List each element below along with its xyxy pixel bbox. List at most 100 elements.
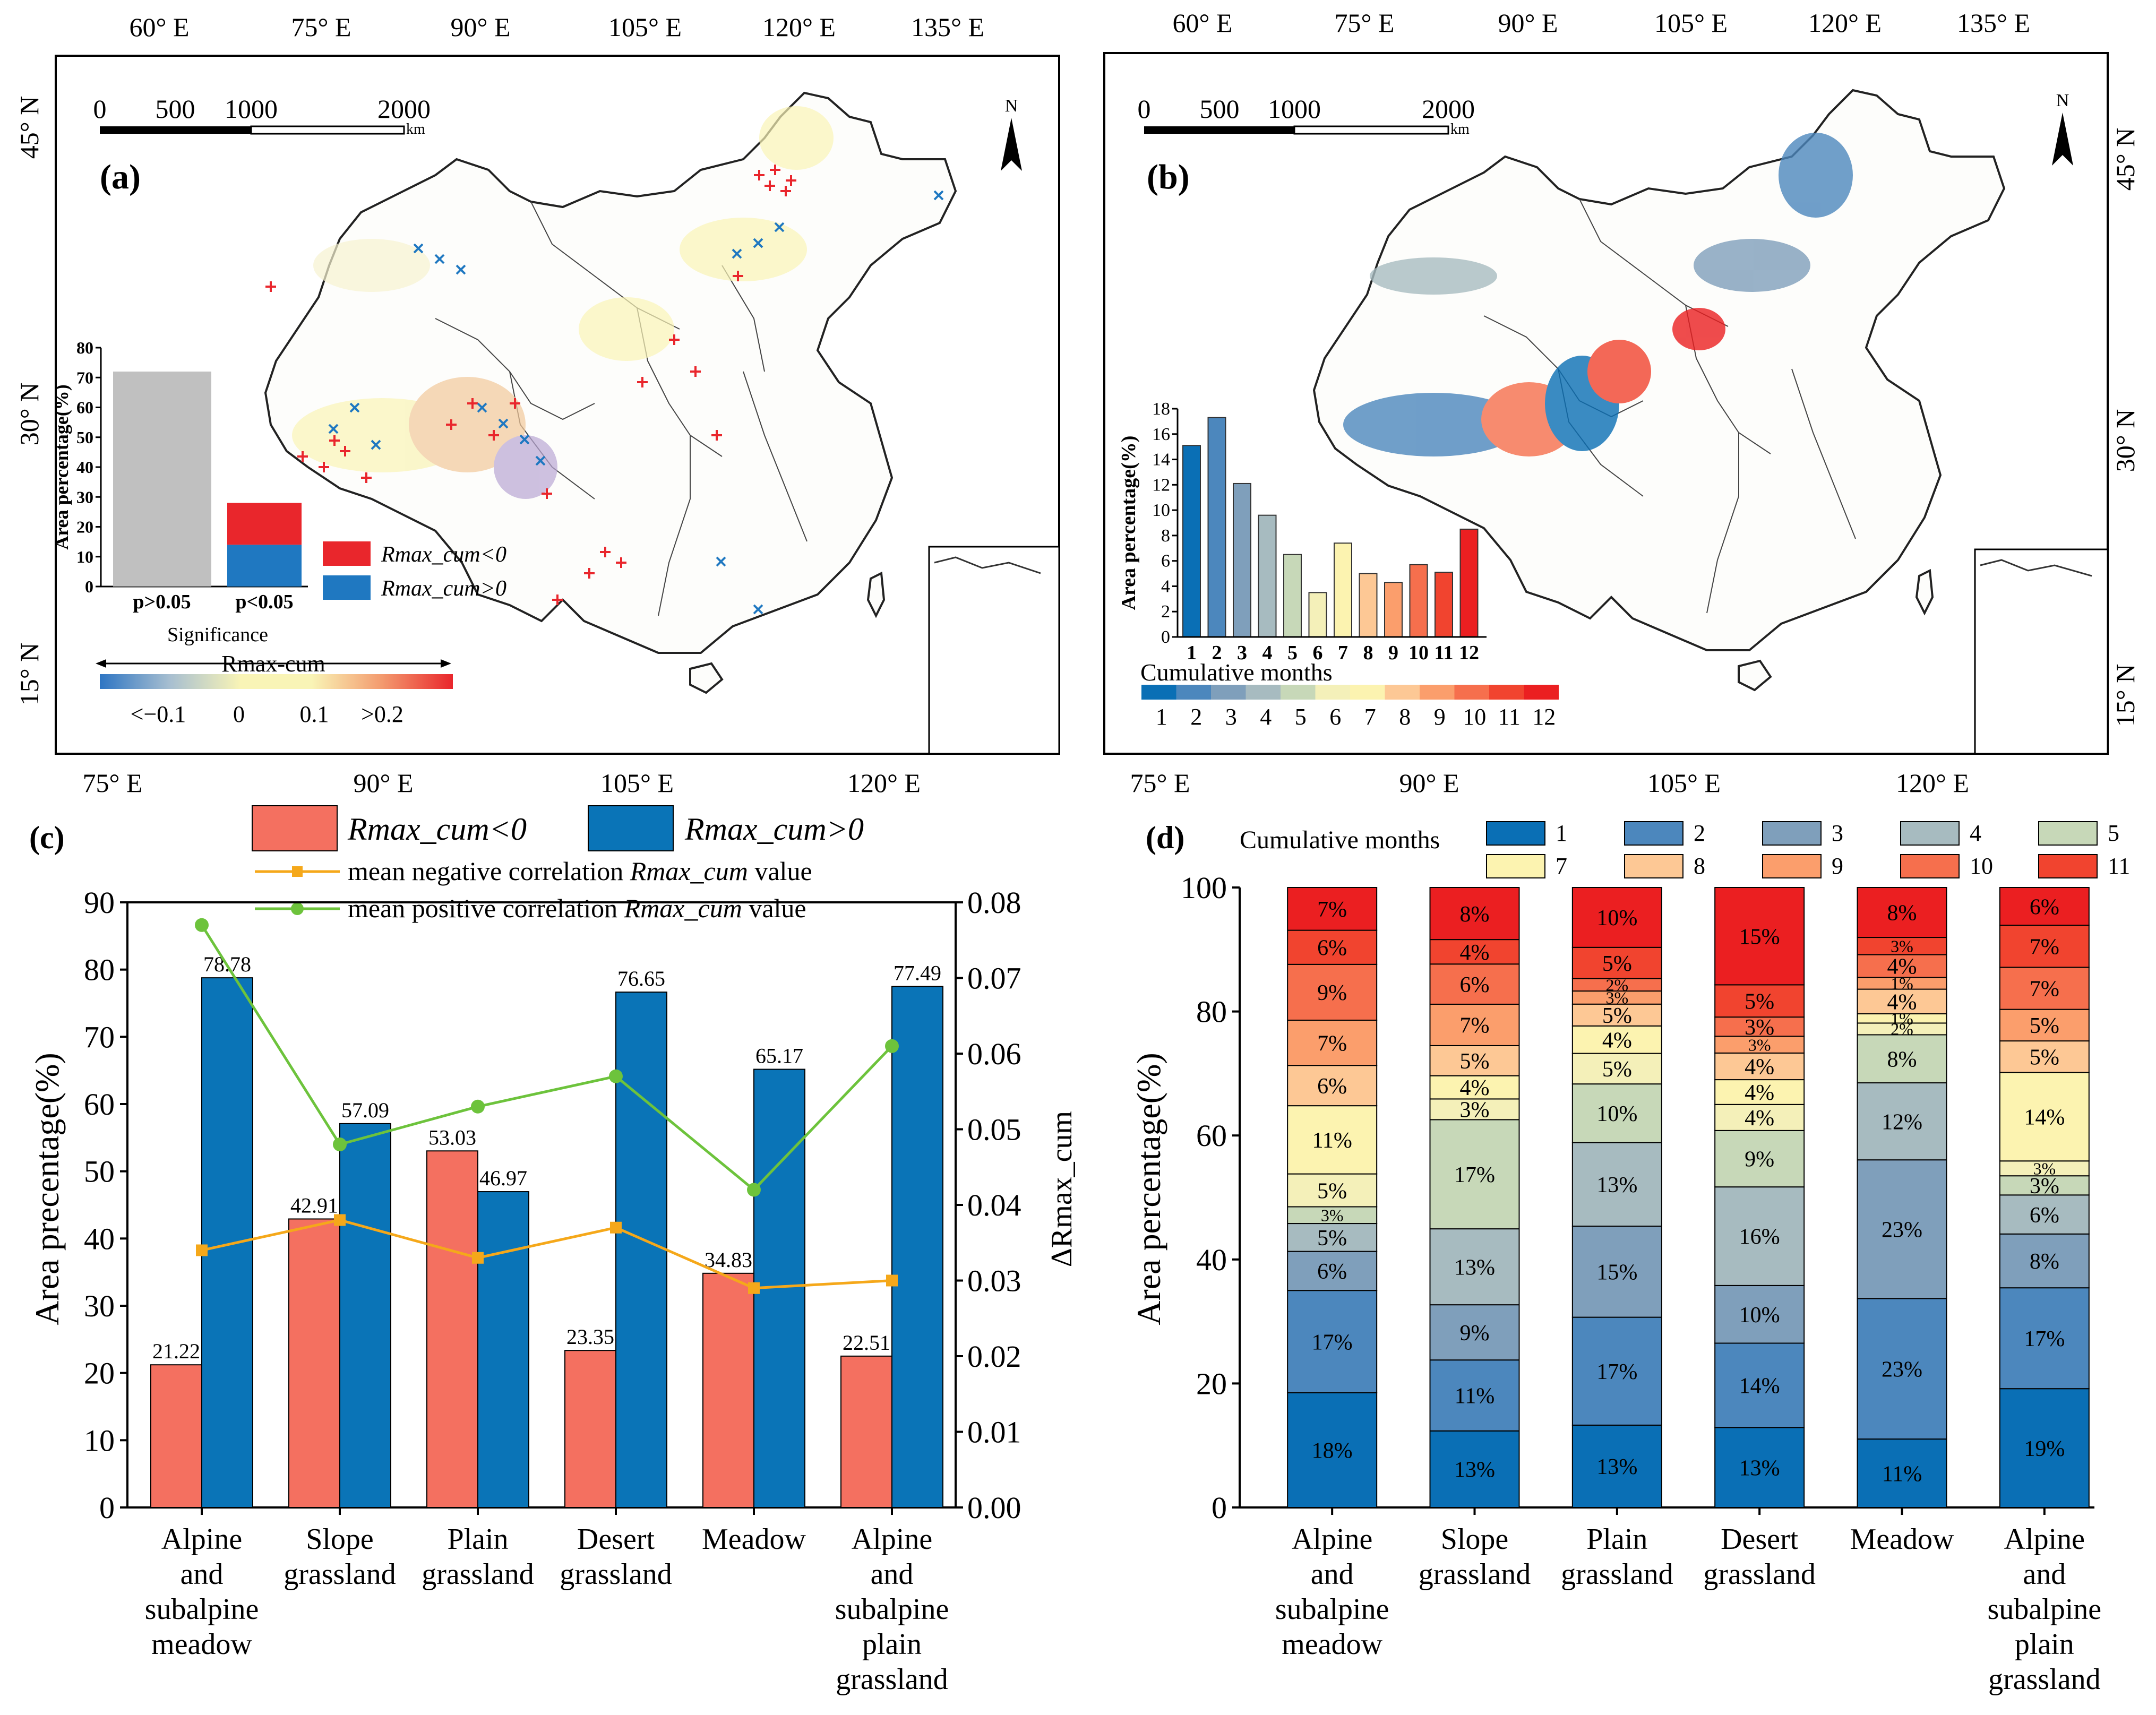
chart-d-ytick-label: 40: [1196, 1243, 1227, 1277]
inset-b-xtick-label: 7: [1338, 642, 1348, 664]
chart-d-ytick-label: 60: [1196, 1118, 1227, 1153]
legend-swatch-positive: [323, 575, 371, 600]
legend-d-swatch: [1900, 854, 1960, 878]
panel-label-d: (d): [1146, 820, 1184, 855]
chart-d-segment-label: 13%: [1454, 1458, 1495, 1483]
chart-c-bar-negative: [840, 1355, 892, 1508]
chart-d-segment: [1999, 1388, 2090, 1509]
chart-c-category-label: Meadow: [702, 1523, 806, 1556]
chart-d-segment: [1857, 1082, 1947, 1161]
inset-b-bar: [1384, 582, 1403, 638]
inset-b-bar: [1435, 572, 1453, 637]
chart-d-segment: [1999, 887, 2090, 926]
chart-c-bar-positive: [891, 986, 943, 1508]
colorbar-a-tick: 0: [233, 701, 245, 727]
inset-b-xtick-label: 8: [1363, 642, 1373, 664]
chart-d-segment: [1287, 1065, 1378, 1107]
chart-d-segment: [1999, 1009, 2090, 1042]
chart-d-segment: [1571, 1424, 1662, 1508]
chart-c-bar-label: 46.97: [479, 1166, 527, 1190]
inset-a-bar-nonsignificant: [113, 372, 211, 587]
province-borders-a: [435, 201, 808, 616]
chart-d-segment-label: 4%: [1745, 1106, 1774, 1131]
lon-bottom-label: 105° E: [600, 768, 674, 798]
chart-c-category-label: plain: [862, 1628, 922, 1661]
chart-c-y2tick-label: 0.04: [967, 1188, 1021, 1222]
legend-c-text-negative-prefix: mean negative correlation: [348, 856, 630, 886]
chart-d-segment: [1429, 1359, 1520, 1432]
chart-c-bar-label: 77.49: [894, 961, 941, 985]
legend-c-marker-negative: [292, 866, 303, 877]
chart-d-category-label: Alpine: [2004, 1523, 2085, 1556]
inset-b-bar: [1409, 564, 1428, 638]
chart-d-segment-label: 14%: [1739, 1374, 1780, 1399]
chart-d-segment: [1429, 887, 1520, 941]
chart-d-ytick-label: 0: [1212, 1490, 1227, 1525]
lat-label: 45° N: [14, 96, 44, 159]
chart-c-point-negative: [748, 1282, 760, 1294]
chart-c-ytick-label: 30: [84, 1289, 115, 1323]
chart-c-bar-label: 76.65: [617, 967, 665, 990]
hainan-b: [1738, 659, 1772, 692]
chart-c-category-label: grassland: [560, 1558, 672, 1591]
chart-d-segment-label: 19%: [2024, 1437, 2065, 1461]
chart-c-point-negative: [610, 1221, 622, 1234]
map-a-lat-labels: 45° N 30° N 15° N: [14, 96, 44, 706]
scale-tick-label: 0: [93, 94, 107, 124]
chart-c-bar-label: 21.22: [152, 1339, 200, 1363]
chart-d-segment: [1857, 988, 1947, 1015]
panel-label-b: (b): [1147, 158, 1190, 196]
chart-d-segment-label: 3%: [1745, 1015, 1774, 1040]
chart-c-category-label: subalpine: [835, 1593, 949, 1626]
chart-d-category-label: Desert: [1721, 1523, 1799, 1556]
inset-a-ytick-label: 60: [76, 398, 93, 417]
colorbar-a-ramp: [100, 674, 453, 689]
inset-south-china-sea-b: [1974, 548, 2109, 755]
chart-d-segment-label: 10%: [1596, 906, 1637, 930]
chart-d-segment-label: 10%: [1596, 1102, 1637, 1126]
colorbar-b-label: 1: [1156, 704, 1167, 730]
chart-c-point-negative: [334, 1214, 346, 1226]
scale-tick-label: 0: [1138, 94, 1151, 124]
chart-c-bar-negative: [702, 1272, 754, 1509]
lat-label: 30° N: [2110, 409, 2140, 472]
colorbar-b-label: 6: [1329, 704, 1341, 730]
inset-b-ylabel: Area percentage(%): [1118, 436, 1140, 610]
legend-c-label-positive: Rmax_cum>0: [684, 812, 864, 847]
inset-a-ytick-label: 50: [76, 428, 93, 447]
legend-label-negative: Rmax_cum<0: [381, 542, 506, 567]
scale-unit: km: [406, 121, 425, 137]
chart-c-ytick-label: 90: [84, 885, 115, 920]
north-arrow-icon: [1001, 118, 1022, 171]
inset-b-xtick-label: 4: [1262, 642, 1273, 664]
chart-d-segment: [1429, 1228, 1520, 1306]
panel-label-a: (a): [100, 158, 141, 196]
chart-d-segment-label: 9%: [1317, 981, 1347, 1005]
chart-d-segment: [1714, 1104, 1805, 1131]
chart-d-segment-label: 8%: [1887, 901, 1917, 926]
lat-label: 15° N: [14, 643, 44, 706]
chart-c-point-positive: [195, 918, 209, 932]
chart-d-segment-label: 15%: [1739, 925, 1780, 949]
chart-d-segment: [1287, 1019, 1378, 1066]
chart-d-segment-label: 5%: [2030, 1014, 2059, 1038]
chart-d-segment-label: 5%: [1317, 1226, 1347, 1251]
inset-a-bar-negative: [227, 503, 302, 545]
legend-d-swatch: [1762, 821, 1822, 846]
legend-d-label: 10: [1970, 853, 1993, 879]
chart-d-segment-label: 13%: [1596, 1173, 1637, 1197]
chart-d-segment-label: 5%: [1745, 989, 1774, 1014]
inset-b-xtick-label: 6: [1313, 642, 1323, 664]
chart-d-segment-label: 16%: [1739, 1225, 1780, 1249]
chart-c-y2tick-label: 0.08: [967, 885, 1021, 920]
chart-c-point-positive: [885, 1039, 899, 1053]
legend-d-label: 2: [1694, 820, 1705, 846]
chart-c-category-label: Alpine: [161, 1523, 242, 1556]
legend-d-label: 8: [1694, 853, 1705, 879]
lon-bottom-label: 75° E: [1130, 768, 1190, 798]
chart-c-category-label: Desert: [577, 1523, 655, 1556]
chart-c-ylabel: Area precentage(%): [28, 1053, 66, 1325]
chart-c-bar-label: 34.83: [705, 1248, 752, 1272]
legend-d-swatch: [1486, 854, 1545, 878]
chart-c-category-label: Slope: [306, 1523, 374, 1556]
